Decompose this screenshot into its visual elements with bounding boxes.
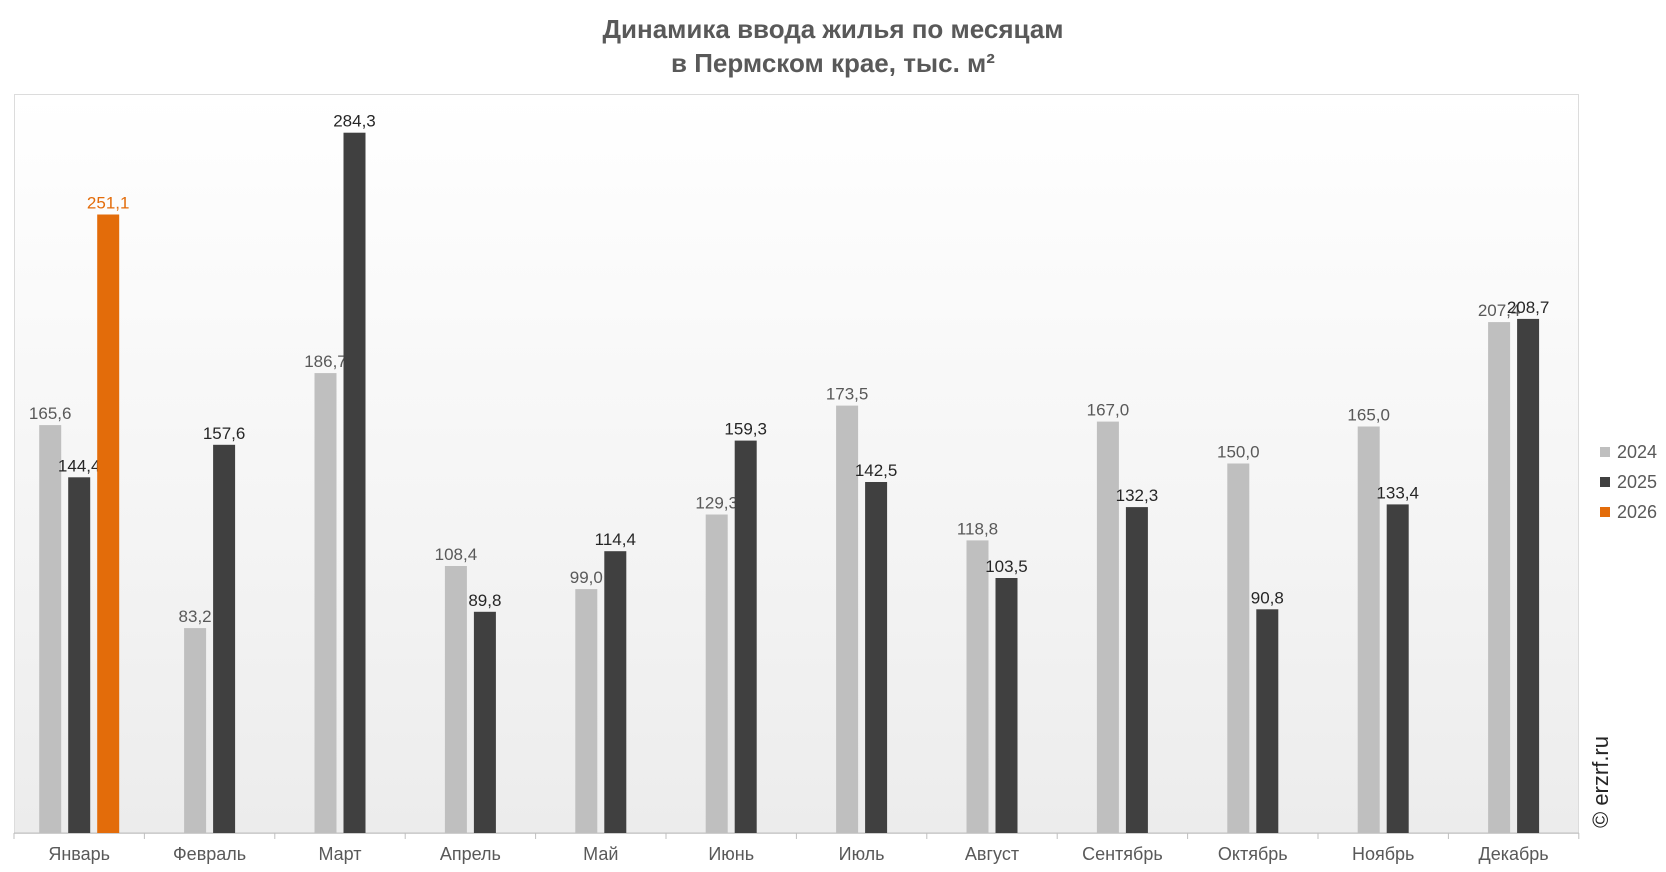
bar-2025-7: [865, 482, 888, 833]
legend-item-2026: 2026: [1600, 497, 1657, 527]
bar-2024-3: [314, 373, 337, 833]
bar-2025-1: [68, 477, 91, 833]
bar-2025-8: [995, 578, 1018, 833]
x-tick-label-5: Май: [583, 844, 618, 864]
data-label-2025-5: 114,4: [595, 530, 636, 549]
data-label-2024-11: 165,0: [1347, 406, 1390, 425]
legend-label-2024: 2024: [1617, 441, 1658, 462]
legend-item-2025: 2025: [1600, 467, 1657, 497]
data-label-2024-4: 108,4: [435, 545, 478, 564]
bar-2024-10: [1227, 463, 1250, 833]
chart-title-line1: Динамика ввода жилья по месяцам: [602, 14, 1064, 44]
data-label-2025-3: 284,3: [333, 112, 376, 131]
data-label-2024-10: 150,0: [1217, 443, 1260, 462]
data-label-2024-5: 99,0: [570, 568, 603, 587]
data-label-2025-1: 144,4: [58, 456, 101, 475]
legend-item-2024: 2024: [1600, 437, 1657, 467]
bar-2025-4: [473, 611, 496, 833]
x-tick-label-1: Январь: [48, 844, 110, 864]
chart-title: Динамика ввода жилья по месяцам в Пермск…: [0, 12, 1666, 80]
x-tick-label-4: Апрель: [440, 844, 501, 864]
bar-2024-2: [184, 628, 207, 833]
data-label-2025-12: 208,7: [1507, 298, 1550, 317]
data-label-2025-9: 132,3: [1116, 486, 1159, 505]
bar-2024-8: [966, 540, 989, 833]
data-label-2025-6: 159,3: [724, 420, 767, 439]
x-tick-label-8: Август: [965, 844, 1019, 864]
data-label-2024-1: 165,6: [29, 404, 72, 423]
x-tick-label-6: Июнь: [708, 844, 754, 864]
bar-2024-11: [1357, 426, 1380, 833]
legend-swatch-2025: [1600, 477, 1610, 487]
x-tick-label-3: Март: [318, 844, 361, 864]
chart-title-line2: в Пермском крае, тыс. м²: [671, 48, 995, 78]
bar-2025-12: [1517, 318, 1540, 833]
x-tick-label-9: Сентябрь: [1082, 844, 1163, 864]
legend-swatch-2024: [1600, 447, 1610, 457]
data-label-2024-6: 129,3: [695, 494, 738, 513]
bar-2024-6: [705, 514, 728, 833]
bar-2025-2: [213, 444, 236, 833]
bar-2024-4: [444, 566, 467, 833]
data-label-2024-9: 167,0: [1087, 401, 1130, 420]
legend: 2024 2025 2026: [1600, 437, 1657, 527]
data-label-2024-7: 173,5: [826, 385, 869, 404]
bar-2024-9: [1096, 421, 1119, 833]
x-tick-label-12: Декабрь: [1479, 844, 1549, 864]
bar-2025-11: [1386, 504, 1409, 833]
data-label-2024-2: 83,2: [179, 607, 212, 626]
legend-label-2025: 2025: [1617, 471, 1658, 492]
data-label-2026-1: 251,1: [87, 194, 130, 213]
x-tick-label-7: Июль: [839, 844, 885, 864]
bar-2025-6: [734, 440, 757, 833]
data-label-2025-11: 133,4: [1376, 483, 1419, 502]
data-label-2025-10: 90,8: [1251, 588, 1284, 607]
bar-2024-12: [1488, 322, 1511, 833]
bar-2024-5: [575, 589, 598, 833]
bar-2024-1: [39, 425, 62, 833]
data-label-2024-3: 186,7: [304, 352, 347, 371]
data-label-2025-2: 157,6: [203, 424, 246, 443]
data-label-2024-12: 207,4: [1478, 301, 1521, 320]
bar-2026-1: [97, 214, 120, 833]
bar-2025-10: [1256, 609, 1279, 833]
bar-2024-7: [836, 405, 859, 833]
bar-2025-9: [1125, 507, 1148, 833]
legend-label-2026: 2026: [1617, 501, 1658, 522]
data-label-2024-8: 118,8: [957, 519, 998, 538]
x-tick-label-10: Октябрь: [1218, 844, 1288, 864]
plot-area: [14, 94, 1579, 834]
x-tick-label-11: Ноябрь: [1352, 844, 1414, 864]
data-label-2025-8: 103,5: [985, 557, 1028, 576]
watermark: © erzrf.ru: [1588, 736, 1613, 828]
bar-2025-3: [343, 132, 366, 833]
data-label-2025-7: 142,5: [855, 461, 898, 480]
legend-swatch-2026: [1600, 507, 1610, 517]
x-tick-label-2: Февраль: [173, 844, 246, 864]
bar-2025-5: [604, 551, 627, 833]
data-label-2025-4: 89,8: [468, 591, 501, 610]
